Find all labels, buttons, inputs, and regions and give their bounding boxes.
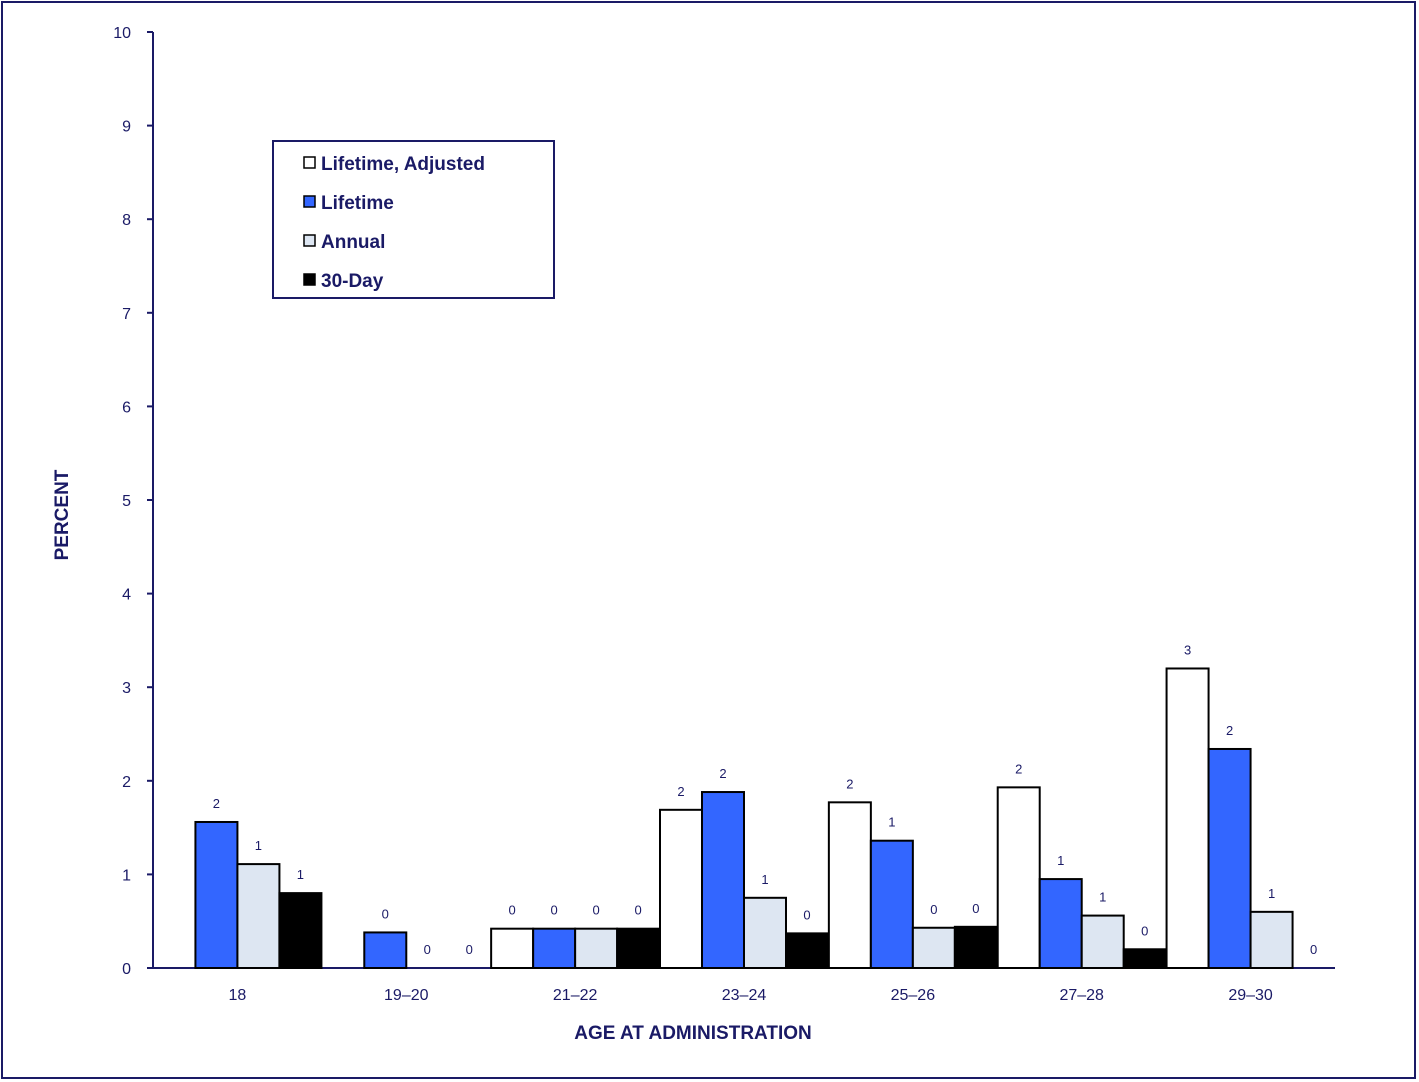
y-tick-label: 5 <box>122 493 131 510</box>
legend: Lifetime, Adjusted Lifetime Annual 30-Day <box>272 140 555 299</box>
y-tick-label: 1 <box>122 867 131 884</box>
data-label: 3 <box>1184 642 1191 657</box>
bar <box>996 786 1041 969</box>
bar <box>869 839 914 969</box>
data-label: 0 <box>930 902 937 917</box>
data-label: 0 <box>972 901 979 916</box>
bars <box>194 667 1294 970</box>
x-tick-label: 19–20 <box>384 987 429 1004</box>
data-label: 2 <box>213 796 220 811</box>
data-label: 0 <box>382 906 389 921</box>
bar <box>1038 878 1083 970</box>
data-label: 2 <box>846 776 853 791</box>
data-label: 1 <box>255 838 262 853</box>
data-label: 2 <box>1226 723 1233 738</box>
legend-swatch <box>303 234 316 247</box>
data-label: 1 <box>1268 886 1275 901</box>
legend-box <box>272 140 555 299</box>
y-tick-label: 7 <box>122 306 131 323</box>
bar <box>1122 948 1167 970</box>
x-axis: 18 19–20 21–22 23–24 25–26 27–28 29–30 <box>153 967 1335 1004</box>
data-label: 2 <box>1015 761 1022 776</box>
bar <box>490 927 535 969</box>
data-label: 2 <box>719 766 726 781</box>
x-tick-label: 29–30 <box>1228 987 1273 1004</box>
bar <box>659 808 703 969</box>
y-axis-title: PERCENT <box>52 469 73 560</box>
data-label: 1 <box>761 872 768 887</box>
x-tick-label: 25–26 <box>891 987 936 1004</box>
x-axis-title: AGE AT ADMINISTRATION <box>574 1023 811 1044</box>
data-label: 0 <box>803 907 810 922</box>
y-tick-label: 9 <box>122 119 131 136</box>
y-axis: 0 1 2 3 4 5 6 7 8 9 10 <box>113 25 154 978</box>
y-tick-label: 2 <box>122 774 131 791</box>
bar <box>532 927 577 969</box>
legend-label: 30-Day <box>321 271 384 292</box>
data-label: 0 <box>593 903 600 918</box>
bar <box>278 892 323 969</box>
bar <box>363 931 408 970</box>
legend-swatch <box>303 156 316 169</box>
legend-label: Lifetime <box>321 193 394 214</box>
bar <box>194 820 239 970</box>
bar <box>701 791 745 969</box>
data-label: 0 <box>1141 923 1148 938</box>
y-tick-label: 8 <box>122 212 131 229</box>
legend-swatch <box>303 273 316 286</box>
data-label: 1 <box>1057 853 1064 868</box>
bar <box>1080 914 1125 969</box>
x-tick-label: 21–22 <box>553 987 598 1004</box>
legend-label: Annual <box>321 232 385 253</box>
bar <box>1165 667 1210 969</box>
data-label: 0 <box>551 903 558 918</box>
y-tick-label: 4 <box>122 587 131 604</box>
x-tick-label: 27–28 <box>1059 987 1104 1004</box>
data-label: 1 <box>888 815 895 830</box>
bar-labels: 2 1 1 0 0 0 0 0 0 0 2 2 1 0 2 1 0 0 2 1 1 0 3 2 1 0 <box>213 642 1317 957</box>
data-label: 2 <box>677 784 684 799</box>
bar <box>953 925 998 969</box>
data-label: 1 <box>297 867 304 882</box>
bar <box>1207 747 1252 970</box>
bar <box>785 932 829 969</box>
bar <box>1249 910 1294 970</box>
bar <box>236 863 281 969</box>
data-label: 0 <box>466 942 473 957</box>
bar <box>743 896 787 969</box>
bar <box>827 801 872 969</box>
data-label: 1 <box>1099 890 1106 905</box>
data-label: 0 <box>635 903 642 918</box>
y-tick-label: 6 <box>122 399 131 416</box>
x-tick-label: 18 <box>229 987 247 1004</box>
y-tick-label: 0 <box>122 961 131 978</box>
bar <box>574 927 619 969</box>
data-label: 0 <box>424 942 431 957</box>
data-label: 0 <box>509 903 516 918</box>
bar <box>616 927 661 969</box>
x-tick-label: 23–24 <box>722 987 767 1004</box>
bar <box>911 926 956 970</box>
y-tick-label: 3 <box>122 680 131 697</box>
data-label: 0 <box>1310 942 1317 957</box>
legend-label: Lifetime, Adjusted <box>321 154 485 175</box>
legend-swatch <box>303 195 316 208</box>
y-tick-label: 10 <box>113 25 131 42</box>
